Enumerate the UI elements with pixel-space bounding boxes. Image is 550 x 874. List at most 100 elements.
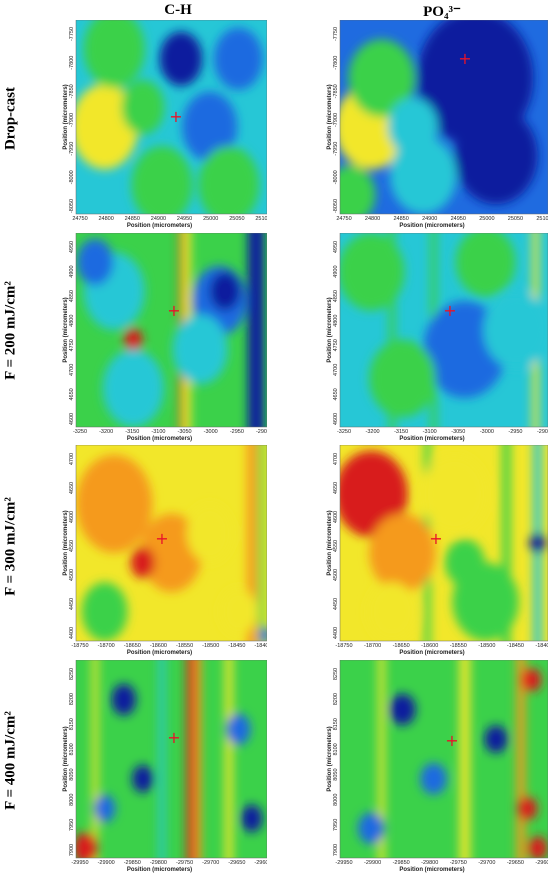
y-tick-label: 8200: [333, 693, 339, 705]
crosshair-marker: +: [443, 301, 456, 320]
x-tick-label: 24800: [365, 216, 380, 222]
map-frame: [339, 660, 548, 859]
y-axis-label: Position (micrometers): [327, 84, 333, 149]
x-tick-label: -3250: [337, 429, 351, 435]
map-panel-4: -3250 -3200 -3150 -3100 -3050 -3000 -2950 -2900…: [326, 233, 548, 443]
x-tick-label: -3200: [366, 429, 380, 435]
x-tick-label: 24850: [393, 216, 408, 222]
y-tick-label: 4750: [333, 339, 339, 351]
crosshair-marker: +: [458, 49, 471, 68]
x-tick-label: 24900: [151, 216, 166, 222]
x-tick-label: -18600: [421, 643, 438, 649]
y-tick-label: 4400: [333, 627, 339, 639]
x-tick-label: -18650: [393, 643, 410, 649]
map-frame: [339, 233, 548, 428]
y-tick-label: 4500: [69, 569, 75, 581]
x-tick-label: -18700: [364, 643, 381, 649]
intensity-blob: [421, 454, 488, 534]
y-tick-label: 4700: [333, 364, 339, 376]
map-panel-8: -29950 -29900 -29850 -29800 -29750 -29700 -296…: [326, 660, 548, 874]
x-axis-label: Position (micrometers): [399, 867, 464, 873]
map-frame: [339, 445, 548, 642]
x-tick-label: 24950: [177, 216, 192, 222]
y-tick-label: 4600: [69, 413, 75, 425]
row-label-dropcast: Drop-cast: [2, 86, 19, 151]
intensity-blob: [389, 136, 457, 214]
intensity-blob: [367, 582, 417, 641]
y-axis-label: Position (micrometers): [63, 84, 69, 149]
intensity-blob: [348, 39, 415, 117]
y-tick-label: 4650: [69, 482, 75, 494]
intensity-blob: [258, 627, 267, 641]
intensity-stripe: [92, 660, 98, 858]
intensity-blob: [93, 794, 116, 823]
intensity-stripe: [388, 233, 396, 427]
map-svg: -18750 -18700 -18650 -18600 -18550 -18500 -184…: [63, 445, 267, 656]
intensity-stripe: [254, 233, 265, 427]
y-tick-label: 4450: [333, 598, 339, 610]
intensity-blob: [132, 764, 154, 793]
crosshair-marker: +: [445, 731, 458, 750]
map-frame: [339, 20, 548, 215]
y-tick-label: 8100: [69, 743, 75, 755]
intensity-stripe: [378, 660, 385, 858]
intensity-blob: [213, 27, 263, 90]
intensity-blob: [340, 450, 408, 538]
map-panel-2: 24750 24800 24850 24900 24950 25000 25050 25100…: [326, 20, 548, 230]
y-tick-label: 4700: [69, 453, 75, 465]
intensity-stripe: [459, 660, 470, 858]
intensity-blob: [81, 582, 128, 641]
y-tick-label: 7900: [69, 844, 75, 856]
map-frame: [75, 20, 267, 215]
intensity-blob: [172, 314, 228, 385]
y-tick-label: 8150: [333, 718, 339, 730]
map-svg: 24750 24800 24850 24900 24950 25000 25050 25100…: [63, 20, 267, 229]
intensity-blob: [357, 812, 385, 845]
y-tick-label: 4700: [69, 364, 75, 376]
x-tick-label: -3000: [480, 429, 494, 435]
x-tick-label: -3000: [204, 429, 218, 435]
y-tick-label: 8200: [69, 693, 75, 705]
intensity-blob: [76, 238, 114, 286]
map-panel-3: -3250 -3200 -3150 -3100 -3050 -3000 -2950 -2900…: [62, 233, 267, 443]
x-tick-label: -29750: [176, 860, 193, 866]
intensity-blob: [159, 31, 203, 86]
y-axis-label: Position (micrometers): [63, 297, 69, 362]
x-tick-label: 25000: [203, 216, 218, 222]
intensity-blob: [529, 533, 546, 553]
y-tick-label: 8000: [69, 794, 75, 806]
intensity-blob: [124, 328, 143, 352]
y-tick-label: 4900: [69, 265, 75, 277]
map-svg: -3250 -3200 -3150 -3100 -3050 -3000 -2950 -2900…: [327, 233, 548, 442]
x-tick-label: -29650: [228, 860, 245, 866]
x-tick-label: -18700: [98, 643, 115, 649]
x-tick-label: -18750: [335, 643, 352, 649]
intensity-blob: [102, 349, 164, 427]
x-tick-label: -18550: [176, 643, 193, 649]
y-axis-label: Position (micrometers): [327, 726, 333, 791]
intensity-blob: [389, 693, 416, 726]
intensity-blob: [521, 667, 542, 692]
x-tick-label: 24800: [98, 216, 113, 222]
x-tick-label: 25100: [255, 216, 267, 222]
y-tick-label: 4950: [69, 241, 75, 253]
x-tick-label: -2900: [256, 429, 267, 435]
x-tick-label: -29800: [150, 860, 167, 866]
y-tick-label: 7950: [69, 819, 75, 831]
x-tick-label: -18450: [507, 643, 524, 649]
x-tick-label: -3050: [451, 429, 465, 435]
y-tick-label: 8000: [333, 794, 339, 806]
intensity-blob: [76, 454, 153, 553]
intensity-blob: [182, 91, 238, 162]
y-axis-label: Position (micrometers): [63, 510, 69, 575]
intensity-blob: [483, 291, 548, 369]
x-tick-label: -18400: [254, 643, 267, 649]
x-tick-label: -3050: [178, 429, 192, 435]
x-axis-label: Position (micrometers): [127, 867, 192, 873]
map-panel-6: -18750 -18700 -18650 -18600 -18550 -18500 -184…: [326, 445, 548, 657]
y-tick-label: 7900: [333, 844, 339, 856]
y-tick-label: 4850: [69, 290, 75, 302]
y-tick-label: -7800: [69, 56, 75, 70]
y-tick-label: 4900: [333, 265, 339, 277]
intensity-stripe: [516, 660, 526, 858]
